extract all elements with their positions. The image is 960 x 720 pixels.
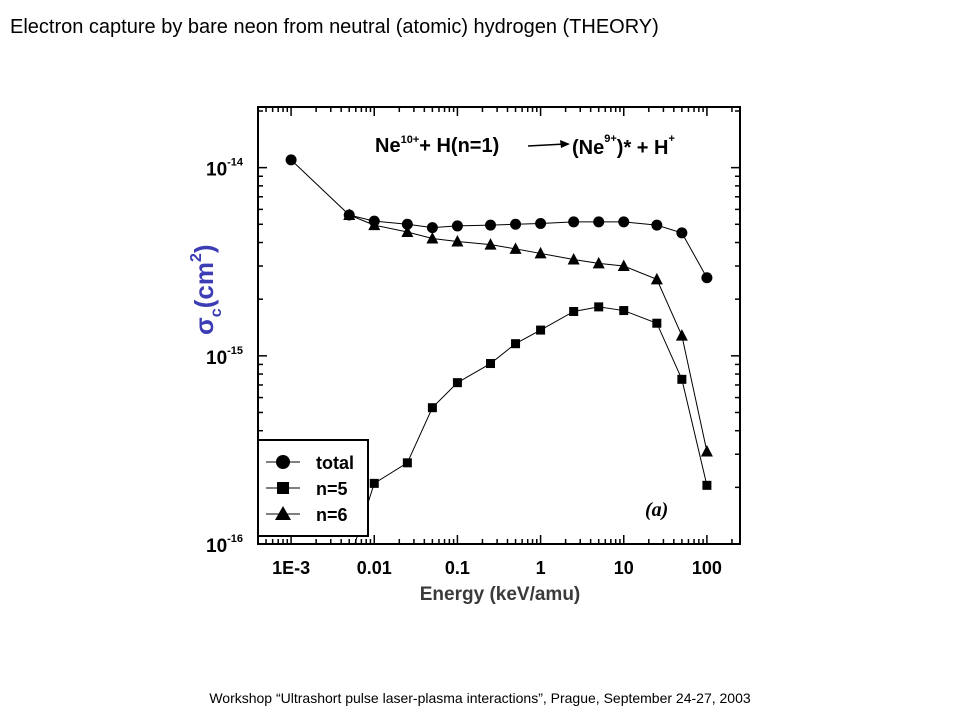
- data-point-n6: [675, 329, 688, 341]
- data-point-n5: [677, 374, 687, 384]
- y-axis-label: σc(cm2): [188, 244, 225, 335]
- data-point-n6: [534, 246, 547, 259]
- data-point-n6: [650, 272, 663, 285]
- data-point-n6: [451, 235, 464, 247]
- data-point-n5: [369, 478, 379, 488]
- legend-square-marker: [277, 482, 289, 494]
- footer-text: Workshop “Ultrashort pulse laser-plasma …: [209, 690, 751, 706]
- x-tick-label: 1E-3: [272, 558, 310, 578]
- slide-title: Electron capture by bare neon from neutr…: [10, 16, 659, 38]
- series-layer: [285, 154, 713, 623]
- data-point-total: [701, 272, 713, 284]
- x-tick-label: 0.1: [445, 558, 470, 578]
- data-point-total: [568, 216, 580, 228]
- data-point-total: [285, 154, 297, 166]
- legend-label-n5: n=5: [316, 479, 348, 499]
- x-tick-label: 0.01: [357, 558, 392, 578]
- tick-labels: 1E-3 0.01 0.1 1 10 100 10-16 10-15 10-14: [206, 157, 722, 578]
- data-point-total: [651, 219, 663, 231]
- data-point-n6: [700, 445, 713, 457]
- data-point-n5: [702, 480, 712, 490]
- data-point-n5: [619, 306, 629, 316]
- x-tick-label: 100: [692, 558, 722, 578]
- data-point-n6: [401, 225, 414, 237]
- data-point-n5: [486, 359, 496, 369]
- legend-label-n6: n=6: [316, 505, 348, 525]
- reaction-product-label: (Ne9+)* + H+: [572, 133, 675, 159]
- data-point-total: [676, 227, 688, 239]
- data-point-n5: [511, 339, 521, 349]
- data-point-total: [451, 220, 463, 232]
- data-point-total: [593, 216, 605, 228]
- data-point-n6: [368, 218, 381, 231]
- data-point-n5: [452, 378, 462, 388]
- legend-triangle-marker: [275, 506, 291, 520]
- y-tick-label: 10-15: [206, 345, 243, 369]
- x-tick-label: 1: [536, 558, 546, 578]
- legend-item-n6: n=6: [266, 505, 348, 525]
- x-axis-label: Energy (keV/amu): [420, 584, 581, 605]
- reaction-arrow: [527, 143, 566, 147]
- reaction-label: Ne10++ H(n=1): [375, 134, 499, 157]
- panel-label: (a): [645, 499, 668, 521]
- x-tick-label: 10: [614, 558, 634, 578]
- data-point-n6: [484, 238, 497, 250]
- data-point-n6: [343, 208, 356, 221]
- data-point-n5: [326, 614, 335, 623]
- y-tick-label: 10-16: [206, 533, 243, 557]
- plot-frame: [257, 106, 741, 545]
- legend: total n=5 n=6: [257, 439, 369, 537]
- data-point-n6: [617, 259, 630, 272]
- legend-item-n5: n=5: [266, 479, 348, 499]
- data-point-n5: [594, 302, 604, 312]
- series-line-n5: [354, 306, 708, 544]
- legend-circle-marker: [276, 455, 290, 469]
- data-point-n5: [569, 306, 579, 316]
- data-point-n6: [592, 256, 605, 269]
- data-point-total: [535, 217, 547, 229]
- data-point-total: [618, 216, 630, 228]
- series-line-n6: [349, 214, 708, 452]
- y-tick-label: 10-14: [206, 157, 244, 181]
- legend-item-total: total: [266, 453, 354, 473]
- reaction-arrow-head: [560, 140, 570, 148]
- data-point-n6: [567, 252, 580, 265]
- data-point-n6: [426, 232, 439, 244]
- legend-label-total: total: [316, 453, 354, 473]
- data-point-total: [485, 219, 497, 231]
- data-point-n5: [536, 325, 546, 335]
- data-point-n5: [402, 458, 412, 468]
- data-point-n6: [509, 242, 522, 254]
- data-point-total: [510, 218, 522, 230]
- data-point-n5: [652, 318, 662, 328]
- data-point-total: [426, 222, 438, 234]
- data-point-n5: [427, 403, 437, 413]
- data-point-total: [401, 218, 413, 230]
